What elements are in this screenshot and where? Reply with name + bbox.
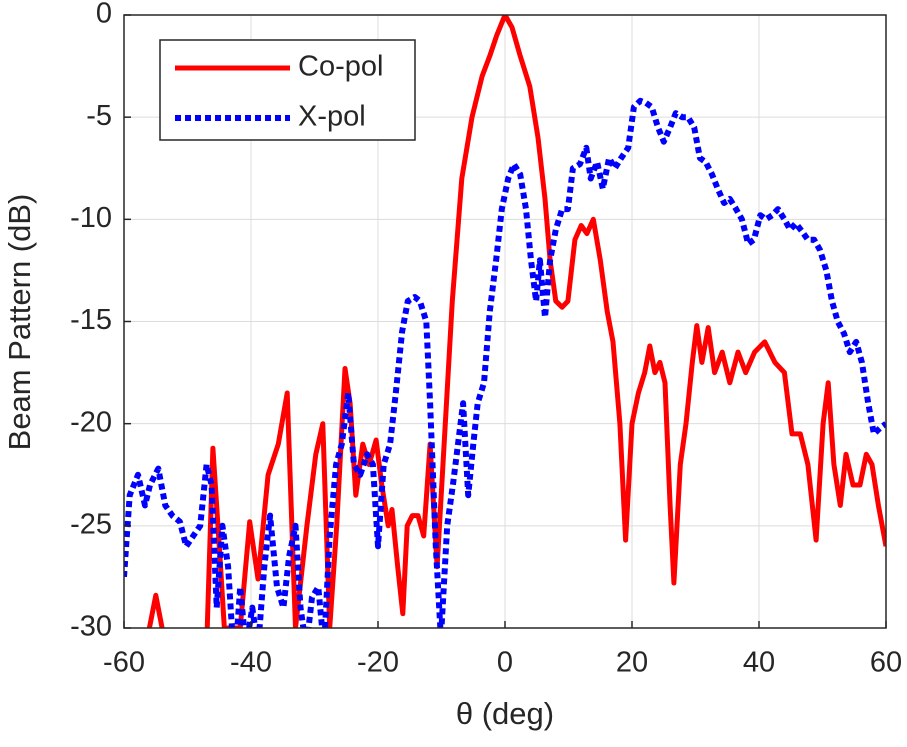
ticks: -30 -25 -20 -15 -10 -5 0 -60 -40 -20 0 20 40 60 <box>70 0 902 679</box>
y-tick-label: -30 <box>70 611 112 643</box>
x-axis-label: θ (deg) <box>456 696 554 731</box>
series-line <box>124 97 886 628</box>
series-line <box>146 15 886 628</box>
legend-label: X-pol <box>298 101 366 133</box>
y-tick-label: -15 <box>70 304 112 336</box>
legend: Co-pol X-pol <box>159 39 416 141</box>
x-tick-label: -20 <box>357 647 399 679</box>
y-tick-label: -10 <box>70 202 112 234</box>
y-tick-label: -20 <box>70 406 112 438</box>
y-axis-label: Beam Pattern (dB) <box>2 194 37 451</box>
x-tick-label: -40 <box>230 647 272 679</box>
x-tick-label: -60 <box>103 647 145 679</box>
y-tick-label: -25 <box>70 508 112 540</box>
x-tick-label: 0 <box>497 647 513 679</box>
legend-label: Co-pol <box>298 51 383 83</box>
y-tick-label: 0 <box>96 0 112 30</box>
lines <box>124 15 886 628</box>
x-tick-label: 40 <box>743 647 775 679</box>
x-tick-label: 20 <box>616 647 648 679</box>
x-tick-label: 60 <box>870 647 902 679</box>
legend-box <box>159 39 416 141</box>
y-tick-label: -5 <box>86 100 112 132</box>
